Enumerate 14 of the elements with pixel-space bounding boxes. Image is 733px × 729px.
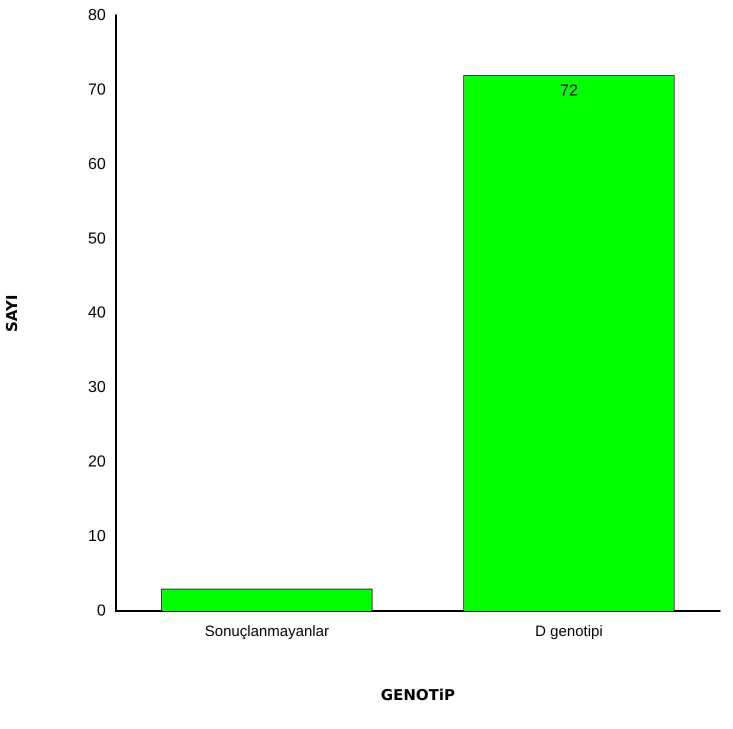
data-label: 72 bbox=[560, 82, 578, 100]
y-tick-label: 0 bbox=[96, 602, 106, 620]
y-tick-label: 50 bbox=[88, 230, 106, 248]
y-tick-label: 40 bbox=[88, 304, 106, 322]
x-axis-title: GENOTiP bbox=[380, 686, 456, 704]
y-tick-label: 80 bbox=[88, 7, 106, 24]
x-tick-label: D genotipi bbox=[535, 623, 603, 640]
y-tick-label: 10 bbox=[88, 528, 106, 545]
y-axis-title: SAYI bbox=[2, 294, 21, 332]
y-tick-label: 30 bbox=[88, 379, 106, 396]
y-tick-label: 60 bbox=[88, 156, 106, 173]
y-tick-label: 20 bbox=[88, 454, 106, 471]
y-tick-label: 70 bbox=[88, 81, 106, 98]
x-tick-label: Sonuçlanmayanlar bbox=[204, 623, 329, 640]
